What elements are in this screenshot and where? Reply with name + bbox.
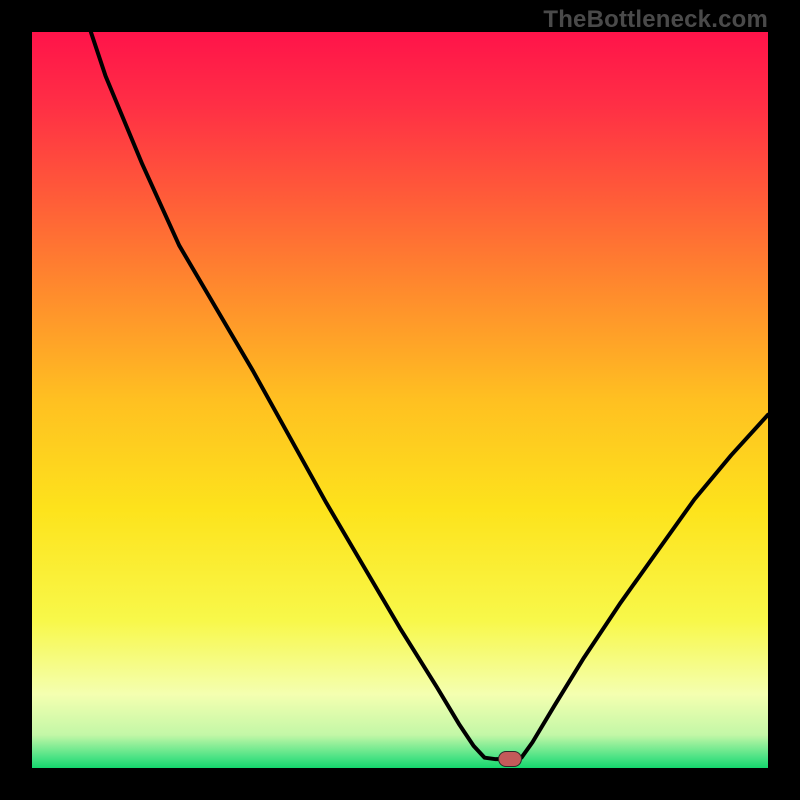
bottleneck-curve: [32, 32, 768, 768]
watermark-text: TheBottleneck.com: [543, 6, 768, 34]
bottleneck-marker: [498, 751, 522, 767]
plot-area: [32, 32, 768, 768]
chart-frame: TheBottleneck.com: [0, 0, 800, 800]
